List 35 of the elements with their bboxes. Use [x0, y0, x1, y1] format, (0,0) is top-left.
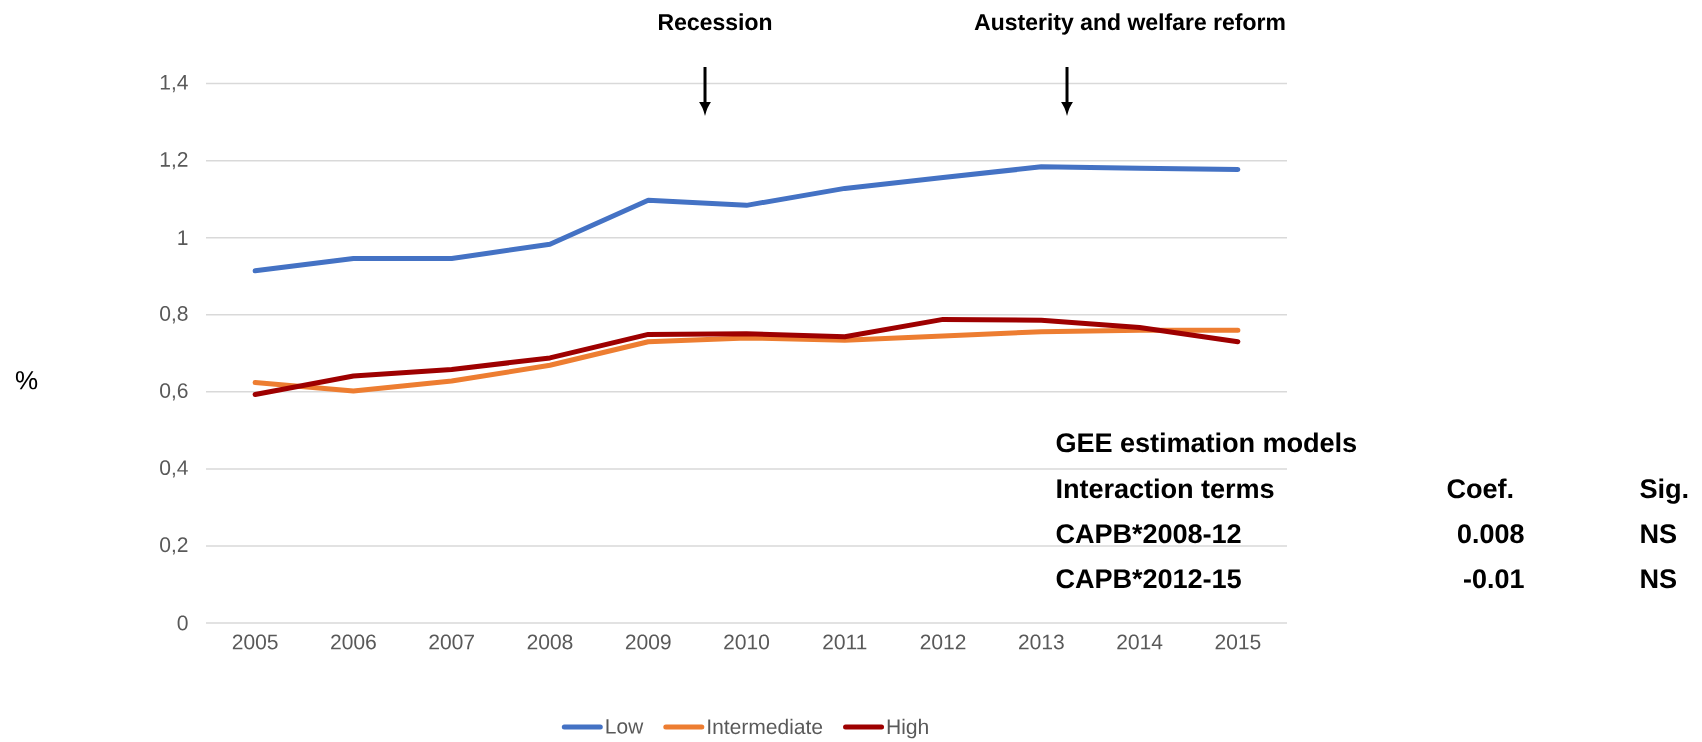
x-tick-label: 2010: [724, 634, 770, 650]
text: 0.008: [1457, 524, 1524, 544]
text: -0.01: [1463, 569, 1524, 589]
y-tick-label: 0: [177, 615, 188, 631]
x-tick-label: 2013: [1019, 634, 1064, 650]
y-tick-label: 0,6: [160, 383, 188, 401]
legend-label: Low: [606, 719, 644, 734]
x-tick-label: 2008: [527, 634, 573, 650]
x-tick-label: 2014: [1117, 634, 1163, 650]
x-tick-label: 2006: [331, 634, 376, 650]
y-tick-label: 0,8: [160, 306, 188, 324]
x-tick-label: 2007: [429, 634, 474, 650]
legend-label: High: [887, 718, 928, 739]
x-tick-label: 2011: [823, 634, 867, 650]
x-tick-label: 2012: [920, 634, 966, 650]
legend-label: Intermediate: [708, 718, 823, 735]
y-tick-label: 1,4: [160, 75, 188, 93]
x-tick-label: 2015: [1215, 634, 1261, 650]
x-tick-label: 2009: [625, 634, 671, 650]
annotation: GEE estimation models: [1056, 432, 1357, 453]
y-tick-label: 1,2: [160, 151, 188, 170]
text: NS: [1641, 524, 1676, 544]
y-tick-label: 1: [178, 230, 188, 245]
text: Coef.: [1447, 478, 1513, 499]
y-tick-label: 0,2: [160, 537, 188, 555]
annotation: CAPB*2012-15: [1056, 569, 1241, 589]
y-axis-title: %: [15, 371, 38, 390]
text: NS: [1641, 569, 1676, 589]
annotation: CAPB*2008-12: [1056, 524, 1241, 544]
x-tick-label: 2005: [232, 634, 278, 650]
y-tick-label: 0,4: [160, 460, 188, 478]
text: Sig.: [1640, 478, 1688, 504]
text: Recession: [659, 13, 772, 31]
annotation: Interaction terms: [1057, 478, 1274, 499]
text: Austerity and welfare reform: [974, 13, 1285, 35]
